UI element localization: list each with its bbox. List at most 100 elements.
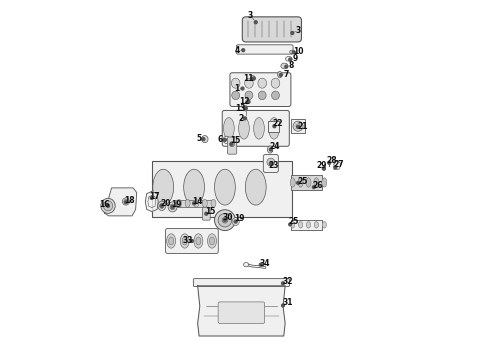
Circle shape [328, 161, 331, 164]
Circle shape [124, 201, 127, 204]
Circle shape [313, 186, 315, 189]
Circle shape [241, 87, 244, 90]
Ellipse shape [170, 204, 175, 210]
Text: 12: 12 [239, 97, 249, 106]
Circle shape [202, 138, 205, 140]
Circle shape [291, 32, 294, 35]
Ellipse shape [169, 237, 173, 245]
FancyBboxPatch shape [227, 137, 237, 154]
Text: 5: 5 [196, 134, 202, 143]
Text: 23: 23 [269, 161, 279, 170]
Text: 33: 33 [182, 237, 193, 246]
Ellipse shape [218, 213, 232, 227]
Ellipse shape [167, 234, 175, 248]
Ellipse shape [322, 222, 326, 228]
FancyBboxPatch shape [263, 154, 278, 172]
Text: 7: 7 [283, 70, 289, 79]
Ellipse shape [211, 199, 216, 207]
Text: 1: 1 [235, 84, 240, 93]
Polygon shape [334, 160, 341, 169]
Ellipse shape [180, 234, 189, 248]
Circle shape [270, 162, 272, 165]
FancyBboxPatch shape [202, 207, 210, 220]
Ellipse shape [210, 237, 215, 245]
Ellipse shape [269, 118, 279, 139]
Ellipse shape [202, 199, 207, 207]
Bar [269, 121, 279, 132]
Circle shape [244, 117, 246, 120]
Polygon shape [104, 188, 137, 216]
Ellipse shape [244, 262, 248, 267]
Ellipse shape [245, 91, 253, 100]
Circle shape [247, 100, 250, 103]
Text: 4: 4 [235, 46, 240, 55]
FancyBboxPatch shape [222, 111, 289, 146]
FancyBboxPatch shape [218, 302, 265, 323]
Circle shape [223, 138, 226, 141]
Circle shape [171, 206, 174, 208]
Text: 21: 21 [297, 122, 308, 131]
Text: 13: 13 [236, 104, 246, 113]
Ellipse shape [245, 100, 248, 104]
Ellipse shape [232, 218, 239, 226]
Ellipse shape [231, 78, 240, 88]
Ellipse shape [103, 201, 113, 211]
Text: 8: 8 [288, 62, 294, 71]
Ellipse shape [158, 201, 166, 211]
Ellipse shape [196, 237, 201, 245]
Ellipse shape [208, 234, 217, 248]
Text: 27: 27 [333, 161, 343, 170]
Circle shape [282, 282, 285, 285]
Ellipse shape [258, 78, 267, 88]
Ellipse shape [306, 178, 311, 187]
Circle shape [234, 220, 237, 223]
Bar [152, 161, 292, 217]
Text: 28: 28 [326, 156, 337, 165]
Circle shape [289, 223, 292, 226]
Ellipse shape [194, 234, 203, 248]
Text: 10: 10 [293, 47, 303, 56]
Ellipse shape [222, 217, 228, 223]
Text: 34: 34 [260, 259, 270, 268]
FancyBboxPatch shape [166, 228, 218, 253]
Ellipse shape [160, 203, 164, 208]
Ellipse shape [290, 178, 295, 187]
Ellipse shape [184, 169, 204, 205]
Ellipse shape [267, 158, 275, 166]
Circle shape [252, 77, 255, 80]
FancyBboxPatch shape [230, 73, 291, 107]
Circle shape [205, 212, 208, 215]
Ellipse shape [245, 78, 253, 88]
Text: 14: 14 [193, 197, 203, 206]
Circle shape [191, 239, 194, 242]
Text: 9: 9 [293, 54, 298, 63]
Circle shape [254, 21, 257, 24]
Circle shape [193, 202, 196, 205]
Text: 30: 30 [222, 213, 233, 222]
Text: 24: 24 [269, 142, 280, 151]
Ellipse shape [194, 199, 199, 207]
Ellipse shape [230, 141, 235, 147]
Ellipse shape [298, 178, 303, 187]
Circle shape [334, 166, 337, 169]
Text: 16: 16 [99, 200, 110, 209]
FancyBboxPatch shape [236, 45, 293, 54]
Bar [176, 200, 212, 207]
Text: 20: 20 [160, 199, 171, 208]
Ellipse shape [314, 222, 319, 228]
Ellipse shape [286, 57, 292, 61]
Text: 3: 3 [295, 26, 301, 35]
Ellipse shape [271, 78, 280, 88]
Circle shape [160, 204, 163, 207]
Circle shape [293, 51, 295, 54]
Text: 22: 22 [273, 119, 283, 128]
Text: 17: 17 [149, 192, 160, 201]
Ellipse shape [306, 222, 311, 228]
Bar [291, 175, 322, 190]
FancyBboxPatch shape [243, 17, 301, 42]
Ellipse shape [122, 198, 129, 205]
Ellipse shape [232, 91, 240, 100]
Text: 3: 3 [248, 10, 253, 19]
Text: 6: 6 [218, 135, 223, 144]
Ellipse shape [254, 118, 265, 139]
